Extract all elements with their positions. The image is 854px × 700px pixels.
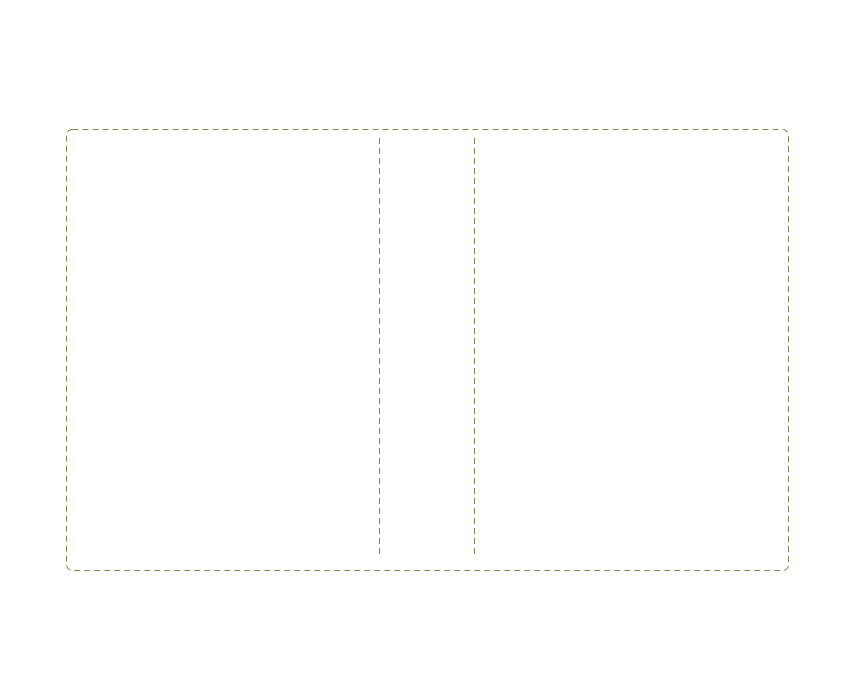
outer-dashed-border (66, 129, 789, 571)
